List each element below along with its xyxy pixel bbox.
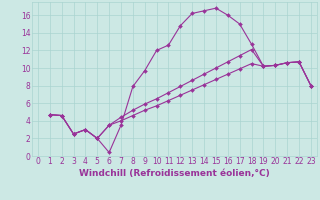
X-axis label: Windchill (Refroidissement éolien,°C): Windchill (Refroidissement éolien,°C) [79, 169, 270, 178]
